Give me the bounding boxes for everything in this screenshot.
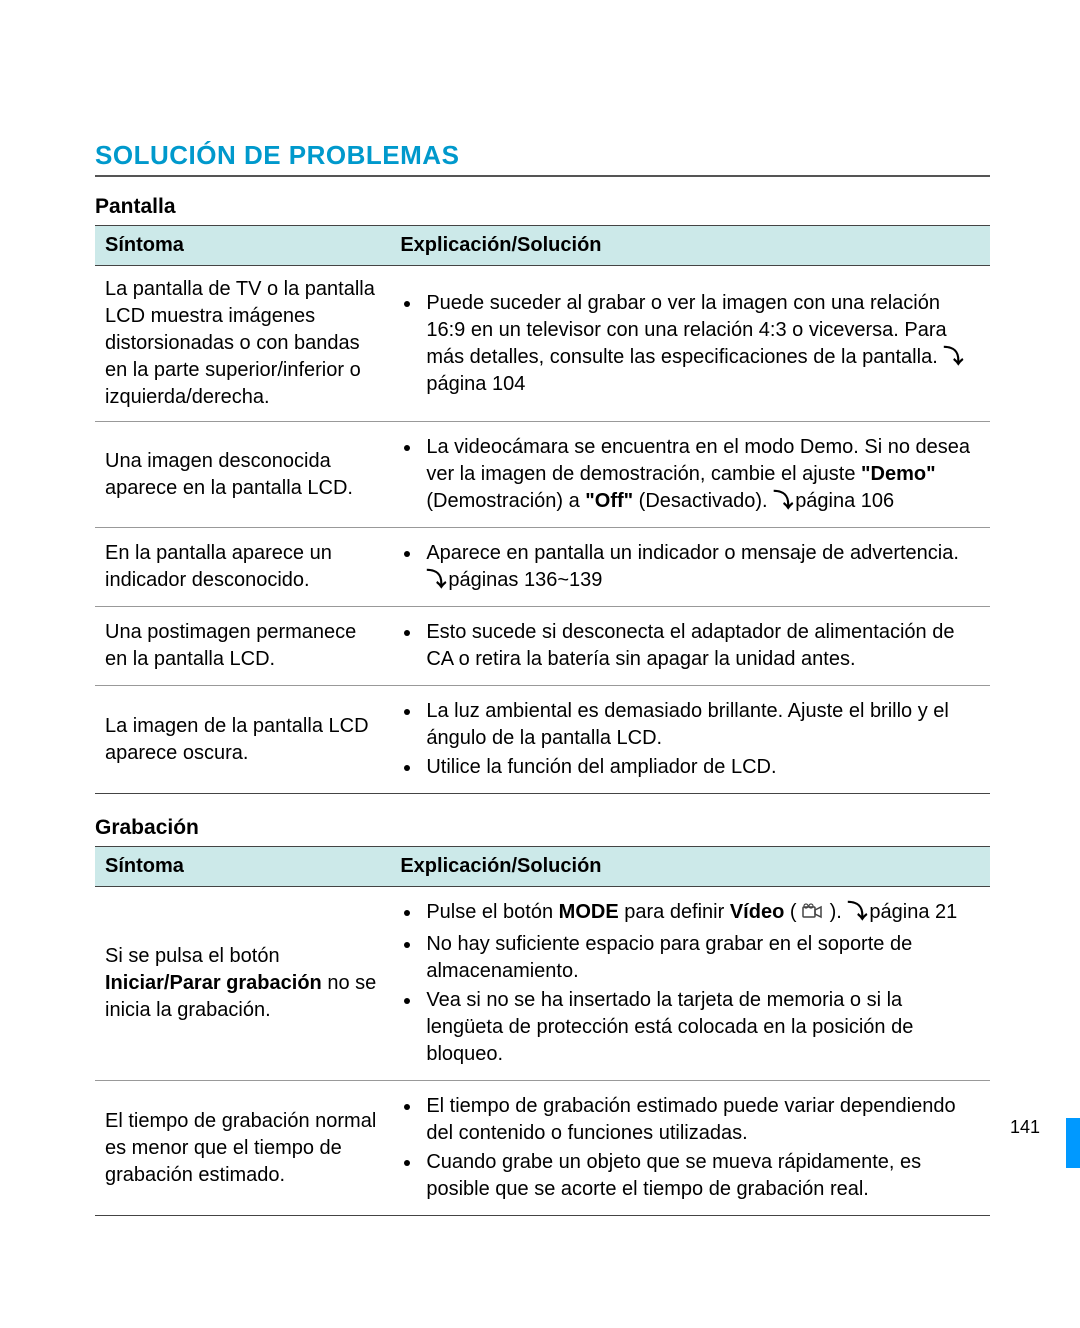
section-label: Pantalla bbox=[95, 195, 990, 219]
explanation-cell: Aparece en pantalla un indicador o mensa… bbox=[390, 528, 990, 607]
symptom-cell: Si se pulsa el botón Iniciar/Parar graba… bbox=[95, 887, 390, 1081]
list-item: Vea si no se ha insertado la tarjeta de … bbox=[422, 987, 982, 1068]
troubleshoot-table: SíntomaExplicación/SoluciónLa pantalla d… bbox=[95, 225, 990, 794]
column-header-symptom: Síntoma bbox=[95, 226, 390, 266]
symptom-cell: Una imagen desconocida aparece en la pan… bbox=[95, 422, 390, 528]
explanation-list: El tiempo de grabación estimado puede va… bbox=[400, 1093, 982, 1203]
explanation-cell: La videocámara se encuentra en el modo D… bbox=[390, 422, 990, 528]
page-number: 141 bbox=[1010, 1117, 1040, 1138]
list-item: La videocámara se encuentra en el modo D… bbox=[422, 434, 982, 515]
symptom-cell: La pantalla de TV o la pantalla LCD mues… bbox=[95, 266, 390, 422]
column-header-symptom: Síntoma bbox=[95, 847, 390, 887]
column-header-explanation: Explicación/Solución bbox=[390, 847, 990, 887]
list-item: Utilice la función del ampliador de LCD. bbox=[422, 754, 982, 781]
table-row: En la pantalla aparece un indicador desc… bbox=[95, 528, 990, 607]
table-row: La imagen de la pantalla LCD aparece osc… bbox=[95, 686, 990, 794]
table-row: El tiempo de grabación normal es menor q… bbox=[95, 1081, 990, 1216]
list-item: Cuando grabe un objeto que se mueva rápi… bbox=[422, 1149, 982, 1203]
list-item: Puede suceder al grabar o ver la imagen … bbox=[422, 290, 982, 398]
explanation-list: Puede suceder al grabar o ver la imagen … bbox=[400, 290, 982, 398]
table-row: La pantalla de TV o la pantalla LCD mues… bbox=[95, 266, 990, 422]
section-label: Grabación bbox=[95, 816, 990, 840]
table-row: Una imagen desconocida aparece en la pan… bbox=[95, 422, 990, 528]
explanation-cell: El tiempo de grabación estimado puede va… bbox=[390, 1081, 990, 1216]
explanation-list: Esto sucede si desconecta el adaptador d… bbox=[400, 619, 982, 673]
list-item: Esto sucede si desconecta el adaptador d… bbox=[422, 619, 982, 673]
page-title: SOLUCIÓN DE PROBLEMAS bbox=[95, 140, 990, 177]
explanation-cell: Puede suceder al grabar o ver la imagen … bbox=[390, 266, 990, 422]
list-item: Pulse el botón MODE para definir Vídeo (… bbox=[422, 899, 982, 929]
table-row: Una postimagen permanece en la pantalla … bbox=[95, 607, 990, 686]
troubleshoot-table: SíntomaExplicación/SoluciónSi se pulsa e… bbox=[95, 846, 990, 1216]
list-item: No hay suficiente espacio para grabar en… bbox=[422, 931, 982, 985]
sections-container: PantallaSíntomaExplicación/SoluciónLa pa… bbox=[95, 195, 990, 1216]
explanation-cell: Pulse el botón MODE para definir Vídeo (… bbox=[390, 887, 990, 1081]
explanation-cell: Esto sucede si desconecta el adaptador d… bbox=[390, 607, 990, 686]
explanation-list: Pulse el botón MODE para definir Vídeo (… bbox=[400, 899, 982, 1068]
symptom-cell: En la pantalla aparece un indicador desc… bbox=[95, 528, 390, 607]
table-row: Si se pulsa el botón Iniciar/Parar graba… bbox=[95, 887, 990, 1081]
section-tab-indicator bbox=[1066, 1118, 1080, 1168]
list-item: Aparece en pantalla un indicador o mensa… bbox=[422, 540, 982, 594]
explanation-list: La videocámara se encuentra en el modo D… bbox=[400, 434, 982, 515]
list-item: El tiempo de grabación estimado puede va… bbox=[422, 1093, 982, 1147]
explanation-list: Aparece en pantalla un indicador o mensa… bbox=[400, 540, 982, 594]
explanation-cell: La luz ambiental es demasiado brillante.… bbox=[390, 686, 990, 794]
symptom-cell: Una postimagen permanece en la pantalla … bbox=[95, 607, 390, 686]
symptom-cell: El tiempo de grabación normal es menor q… bbox=[95, 1081, 390, 1216]
explanation-list: La luz ambiental es demasiado brillante.… bbox=[400, 698, 982, 781]
manual-page: SOLUCIÓN DE PROBLEMAS PantallaSíntomaExp… bbox=[0, 0, 1080, 1256]
column-header-explanation: Explicación/Solución bbox=[390, 226, 990, 266]
list-item: La luz ambiental es demasiado brillante.… bbox=[422, 698, 982, 752]
symptom-cell: La imagen de la pantalla LCD aparece osc… bbox=[95, 686, 390, 794]
